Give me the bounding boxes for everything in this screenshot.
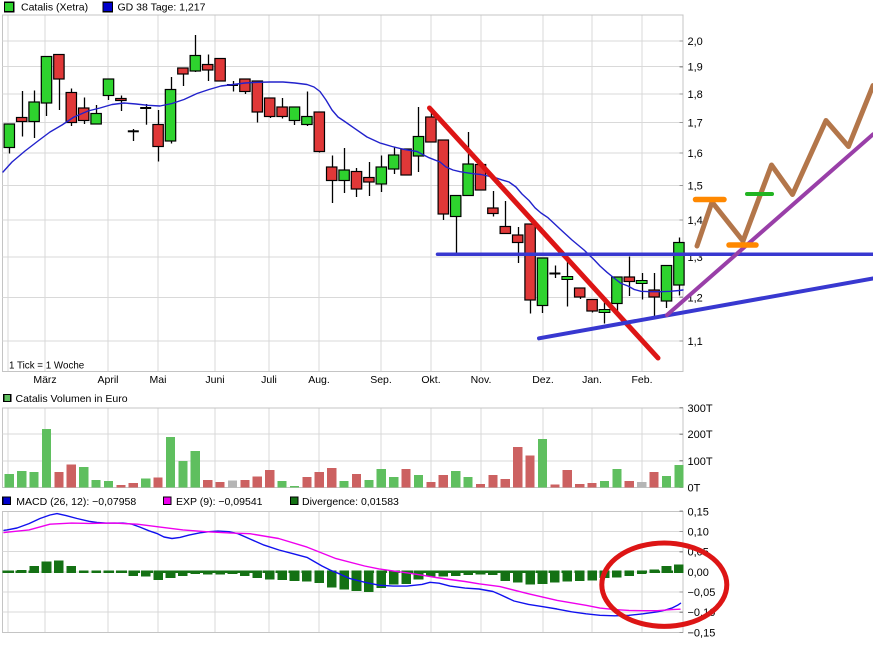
svg-text:0,15: 0,15 <box>688 506 709 518</box>
svg-text:Catalis (Xetra): Catalis (Xetra) <box>21 2 88 14</box>
svg-text:Nov.: Nov. <box>471 374 492 386</box>
svg-text:Catalis Volumen in Euro: Catalis Volumen in Euro <box>16 393 128 405</box>
svg-text:Dez.: Dez. <box>532 374 554 386</box>
svg-text:1,4: 1,4 <box>688 215 703 227</box>
svg-text:1,6: 1,6 <box>688 148 703 160</box>
svg-text:Jan.: Jan. <box>582 374 602 386</box>
svg-text:Mai: Mai <box>150 374 167 386</box>
svg-text:1,1: 1,1 <box>688 336 703 348</box>
svg-text:1,7: 1,7 <box>688 118 703 130</box>
svg-text:0,00: 0,00 <box>688 567 709 579</box>
svg-text:1,5: 1,5 <box>688 180 703 192</box>
svg-text:100T: 100T <box>688 456 713 468</box>
svg-text:Divergence: 0,01583: Divergence: 0,01583 <box>302 496 399 508</box>
svg-text:300T: 300T <box>688 403 713 415</box>
svg-text:−0,05: −0,05 <box>688 587 716 599</box>
svg-text:Okt.: Okt. <box>421 374 440 386</box>
svg-text:1,9: 1,9 <box>688 62 703 74</box>
svg-text:1 Tick = 1 Woche: 1 Tick = 1 Woche <box>9 361 85 372</box>
svg-text:März: März <box>33 374 56 386</box>
svg-text:−0,15: −0,15 <box>688 627 716 639</box>
svg-text:April: April <box>97 374 118 386</box>
svg-text:Sep.: Sep. <box>370 374 392 386</box>
svg-text:MACD (26, 12): −0,07958: MACD (26, 12): −0,07958 <box>16 496 136 508</box>
svg-text:Aug.: Aug. <box>308 374 330 386</box>
svg-text:GD 38 Tage: 1,217: GD 38 Tage: 1,217 <box>118 2 206 14</box>
svg-text:Feb.: Feb. <box>631 374 652 386</box>
svg-text:0,10: 0,10 <box>688 527 709 539</box>
svg-text:Juni: Juni <box>205 374 224 386</box>
svg-text:200T: 200T <box>688 429 713 441</box>
svg-text:0T: 0T <box>688 482 701 494</box>
svg-text:2,0: 2,0 <box>688 36 703 48</box>
svg-text:Juli: Juli <box>261 374 277 386</box>
svg-text:EXP (9): −0,09541: EXP (9): −0,09541 <box>176 496 263 508</box>
svg-text:1,8: 1,8 <box>688 89 703 101</box>
